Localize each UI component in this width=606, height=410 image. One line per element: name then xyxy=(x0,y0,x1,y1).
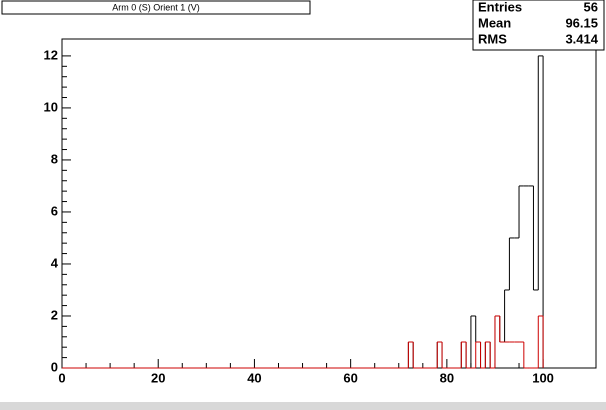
title-box xyxy=(1,0,311,15)
frame xyxy=(61,38,597,369)
y-tick-label: 4 xyxy=(51,255,59,270)
stats-label: Mean xyxy=(478,15,511,30)
y-tick-label: 12 xyxy=(44,47,58,62)
stats-value: 96.15 xyxy=(565,15,598,30)
x-tick-label: 40 xyxy=(247,370,261,385)
stats-value: 3.414 xyxy=(565,31,598,46)
stats-box xyxy=(472,0,605,51)
y-tick-label: 8 xyxy=(51,151,58,166)
x-tick-label: 20 xyxy=(151,370,165,385)
stats-label: RMS xyxy=(478,31,507,46)
y-tick-label: 2 xyxy=(51,307,58,322)
x-tick-label: 100 xyxy=(532,370,554,385)
y-tick-label: 0 xyxy=(51,359,58,374)
y-tick-label: 6 xyxy=(51,203,58,218)
stats-label: Entries xyxy=(478,0,522,14)
chart-title: Arm 0 (S) Orient 1 (V) xyxy=(112,2,200,12)
x-tick-label: 0 xyxy=(58,370,65,385)
x-tick-label: 80 xyxy=(440,370,454,385)
stats-value: 56 xyxy=(584,0,598,14)
x-tick-label: 60 xyxy=(343,370,357,385)
status-strip xyxy=(0,402,606,410)
y-tick-label: 10 xyxy=(44,99,58,114)
